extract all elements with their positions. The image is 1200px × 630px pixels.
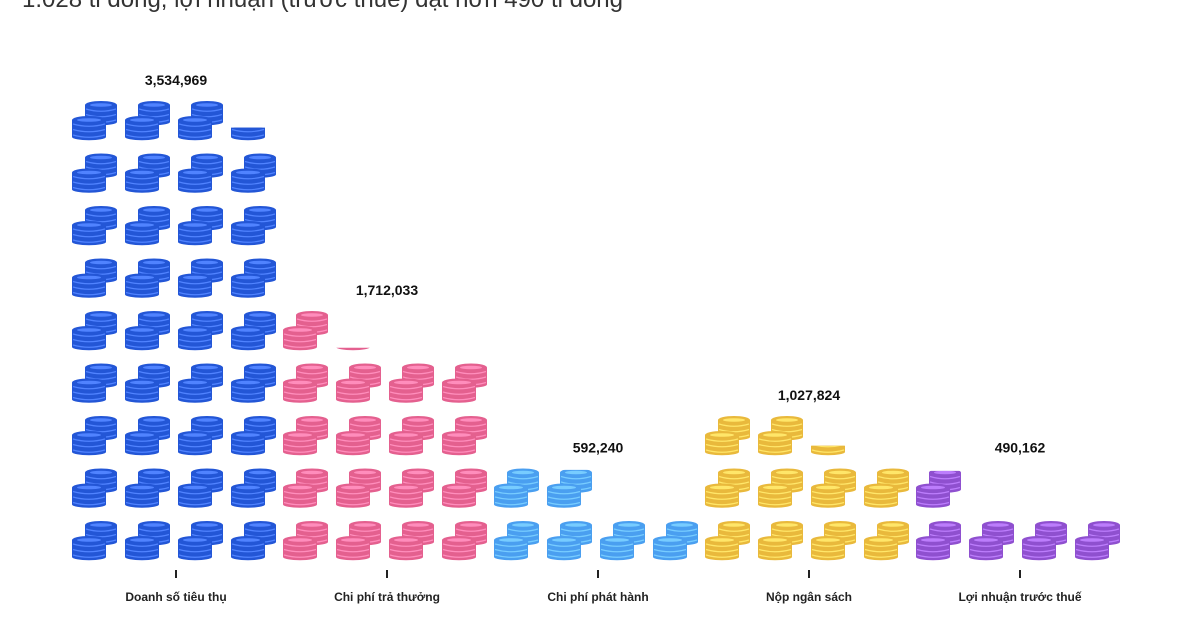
- coin-stack-icon: [283, 416, 328, 456]
- coin-stack-icon: [1022, 521, 1067, 561]
- coin-stack-icon: [231, 206, 276, 246]
- chart-subtitle: 1.028 tỉ đồng; lợi nhuận (trước thuế) đạ…: [22, 0, 623, 14]
- coin-stack-icon: [72, 101, 117, 141]
- coin-stack-icon: [178, 468, 223, 508]
- bar-group-1: [72, 101, 276, 561]
- coin-stack-icon: [283, 363, 328, 403]
- coin-stack-icon: [916, 521, 961, 561]
- coin-stack-icon: [336, 363, 381, 403]
- coin-stack-icon: [231, 468, 276, 508]
- coin-stack-icon: [705, 468, 750, 508]
- coin-stack-icon: [653, 521, 698, 561]
- coin-stack-icon: [494, 468, 539, 508]
- coin-stack-icon: [758, 521, 803, 561]
- coin-stack-icon: [442, 468, 487, 508]
- coin-stack-icon: [178, 258, 223, 298]
- coin-stack-icon: [916, 470, 961, 508]
- coin-stack-icon: [336, 347, 370, 351]
- coin-stack-icon: [125, 363, 170, 403]
- coin-stack-icon: [231, 311, 276, 351]
- coin-stack-icon: [389, 521, 434, 561]
- coin-stack-icon: [72, 521, 117, 561]
- category-label: Chi phí trả thưởng: [334, 590, 440, 604]
- coin-stack-icon: [864, 468, 909, 508]
- category-label: Doanh số tiêu thụ: [125, 590, 226, 604]
- coin-stack-icon: [389, 363, 434, 403]
- category-label: Chi phí phát hành: [547, 590, 648, 604]
- coin-stack-icon: [705, 416, 750, 456]
- coin-stack-icon: [231, 416, 276, 456]
- coin-stack-icon: [389, 468, 434, 508]
- coin-stack-icon: [758, 416, 803, 456]
- coin-stack-icon: [72, 153, 117, 193]
- coin-stack-icon: [125, 258, 170, 298]
- coin-stack-icon: [969, 521, 1014, 561]
- coin-stack-icon: [125, 311, 170, 351]
- coin-stack-icon: [442, 363, 487, 403]
- coin-stack-icon: [72, 311, 117, 351]
- coin-stack-icon: [283, 311, 328, 351]
- coin-stack-icon: [72, 258, 117, 298]
- category-label: Nộp ngân sách: [766, 590, 852, 604]
- coin-stack-icon: [178, 153, 223, 193]
- value-label: 3,534,969: [145, 72, 207, 88]
- coin-stack-icon: [336, 468, 381, 508]
- coin-stack-icon: [864, 521, 909, 561]
- coin-stack-icon: [125, 468, 170, 508]
- coin-stack-icon: [547, 469, 592, 508]
- coin-stack-icon: [336, 521, 381, 561]
- value-label: 592,240: [573, 440, 624, 456]
- coin-stack-icon: [72, 468, 117, 508]
- coin-stack-icon: [125, 206, 170, 246]
- coin-stack-icon: [178, 311, 223, 351]
- coin-stack-icon: [283, 521, 328, 561]
- bar-group-2: [283, 311, 487, 561]
- bar-group-5: [916, 470, 1120, 561]
- coin-stack-icon: [705, 521, 750, 561]
- coin-stack-icon: [178, 206, 223, 246]
- coin-stack-icon: [336, 416, 381, 456]
- coin-stack-icon: [72, 363, 117, 403]
- coin-stack-icon: [231, 127, 265, 141]
- value-label: 1,027,824: [778, 387, 840, 403]
- coin-stack-icon: [125, 101, 170, 141]
- coin-stack-icon: [811, 445, 845, 456]
- coin-stack-icon: [758, 468, 803, 508]
- coin-stack-icon: [231, 363, 276, 403]
- coin-stack-icon: [811, 468, 856, 508]
- coin-stack-icon: [442, 416, 487, 456]
- coin-stack-icon: [125, 416, 170, 456]
- coin-stack-icon: [125, 521, 170, 561]
- coin-stack-icon: [1075, 521, 1120, 561]
- bar-group-4: [705, 416, 909, 561]
- coin-stack-icon: [389, 416, 434, 456]
- coin-stack-icon: [178, 363, 223, 403]
- coin-stack-icon: [442, 521, 487, 561]
- coin-stack-icon: [600, 521, 645, 561]
- coin-stack-icon: [178, 101, 223, 141]
- coin-stack-icon: [494, 521, 539, 561]
- coin-stack-icon: [283, 468, 328, 508]
- coin-stack-icon: [231, 153, 276, 193]
- value-label: 1,712,033: [356, 282, 418, 298]
- coin-stack-icon: [811, 521, 856, 561]
- coin-stack-icon: [231, 258, 276, 298]
- value-label: 490,162: [995, 440, 1046, 456]
- bar-group-3: [494, 468, 698, 561]
- coin-stack-icon: [547, 521, 592, 561]
- coin-stack-icon: [125, 153, 170, 193]
- coin-stack-icon: [178, 521, 223, 561]
- coin-stack-icon: [72, 206, 117, 246]
- coin-stack-icon: [178, 416, 223, 456]
- category-label: Lợi nhuận trước thuế: [958, 590, 1081, 604]
- coin-stack-icon: [72, 416, 117, 456]
- coin-stack-icon: [231, 521, 276, 561]
